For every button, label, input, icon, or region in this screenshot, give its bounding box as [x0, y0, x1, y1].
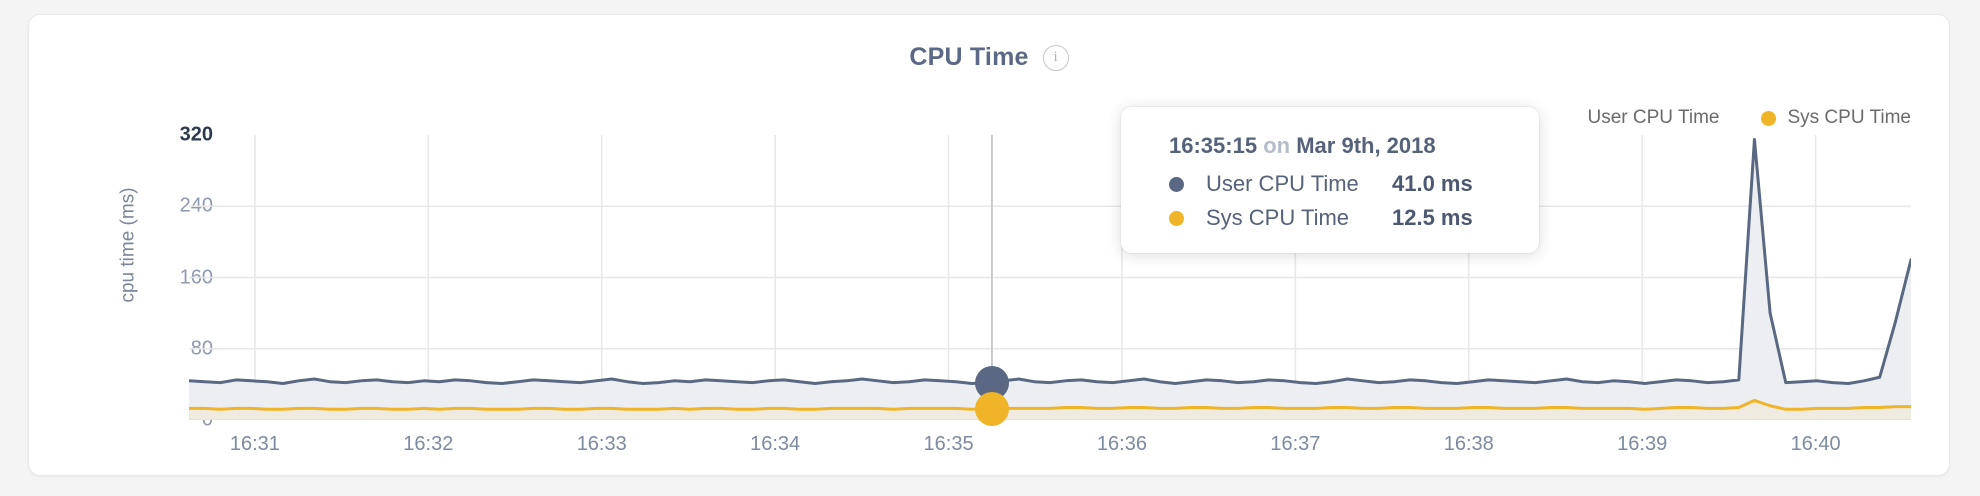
- tooltip-series-dot-icon: [1169, 176, 1184, 192]
- chart-svg: [189, 135, 1911, 420]
- x-tick-label: 16:38: [1443, 433, 1494, 455]
- tooltip-series-value: 41.0 ms: [1392, 171, 1473, 196]
- x-tick-label: 16:40: [1790, 433, 1841, 455]
- plot-area[interactable]: [189, 135, 1911, 420]
- x-tick-label: 16:37: [1270, 433, 1321, 455]
- x-tick-label: 16:33: [576, 433, 627, 455]
- legend-item-user-cpu-time[interactable]: User CPU Time: [1562, 107, 1720, 129]
- hover-tooltip: 16:35:15 on Mar 9th, 2018 User CPU Time 4…: [1121, 107, 1539, 253]
- hover-marker-sys-cpu: [974, 391, 1009, 426]
- tooltip-series-value: 12.5 ms: [1392, 205, 1473, 230]
- tooltip-timestamp: 16:35:15 on Mar 9th, 2018: [1121, 133, 1539, 159]
- x-tick-label: 16:31: [229, 433, 280, 455]
- tooltip-series-name: User CPU Time: [1206, 171, 1359, 196]
- tooltip-date-value: Mar 9th, 2018: [1296, 133, 1436, 158]
- legend-dot-icon: [1761, 110, 1777, 126]
- tooltip-on-word: on: [1263, 133, 1291, 158]
- tooltip-row: User CPU Time 41.0 ms: [1121, 171, 1539, 197]
- tooltip-series-dot-icon: [1169, 210, 1184, 226]
- x-tick-label: 16:34: [750, 433, 801, 455]
- cpu-time-card: CPU Time i User CPU Time Sys CPU Time cpu…: [28, 14, 1950, 476]
- x-tick-label: 16:39: [1617, 433, 1668, 455]
- y-tick-label: 320: [179, 123, 213, 146]
- tooltip-time-value: 16:35:15: [1169, 133, 1258, 158]
- info-icon[interactable]: i: [1042, 44, 1069, 71]
- x-tick-label: 16:32: [403, 433, 454, 455]
- sys-cpu-area: [189, 400, 1911, 420]
- x-tick-label: 16:35: [923, 433, 974, 455]
- sys-cpu-line: [189, 400, 1911, 409]
- tooltip-series-name: Sys CPU Time: [1206, 205, 1350, 230]
- user-cpu-area: [189, 139, 1911, 420]
- tooltip-row: Sys CPU Time 12.5 ms: [1121, 205, 1539, 231]
- user-cpu-line: [189, 139, 1911, 383]
- x-tick-label: 16:36: [1096, 433, 1147, 455]
- page-title: CPU Time: [909, 43, 1029, 71]
- chart-legend: User CPU Time Sys CPU Time: [1562, 107, 1912, 129]
- card-header: CPU Time i: [29, 43, 1949, 72]
- legend-label: Sys CPU Time: [1787, 107, 1911, 128]
- legend-label: User CPU Time: [1587, 107, 1720, 128]
- tooltip-series-rows: User CPU Time 41.0 ms Sys CPU Time 12.5 ms: [1121, 171, 1539, 231]
- legend-item-sys-cpu-time[interactable]: Sys CPU Time: [1761, 107, 1911, 129]
